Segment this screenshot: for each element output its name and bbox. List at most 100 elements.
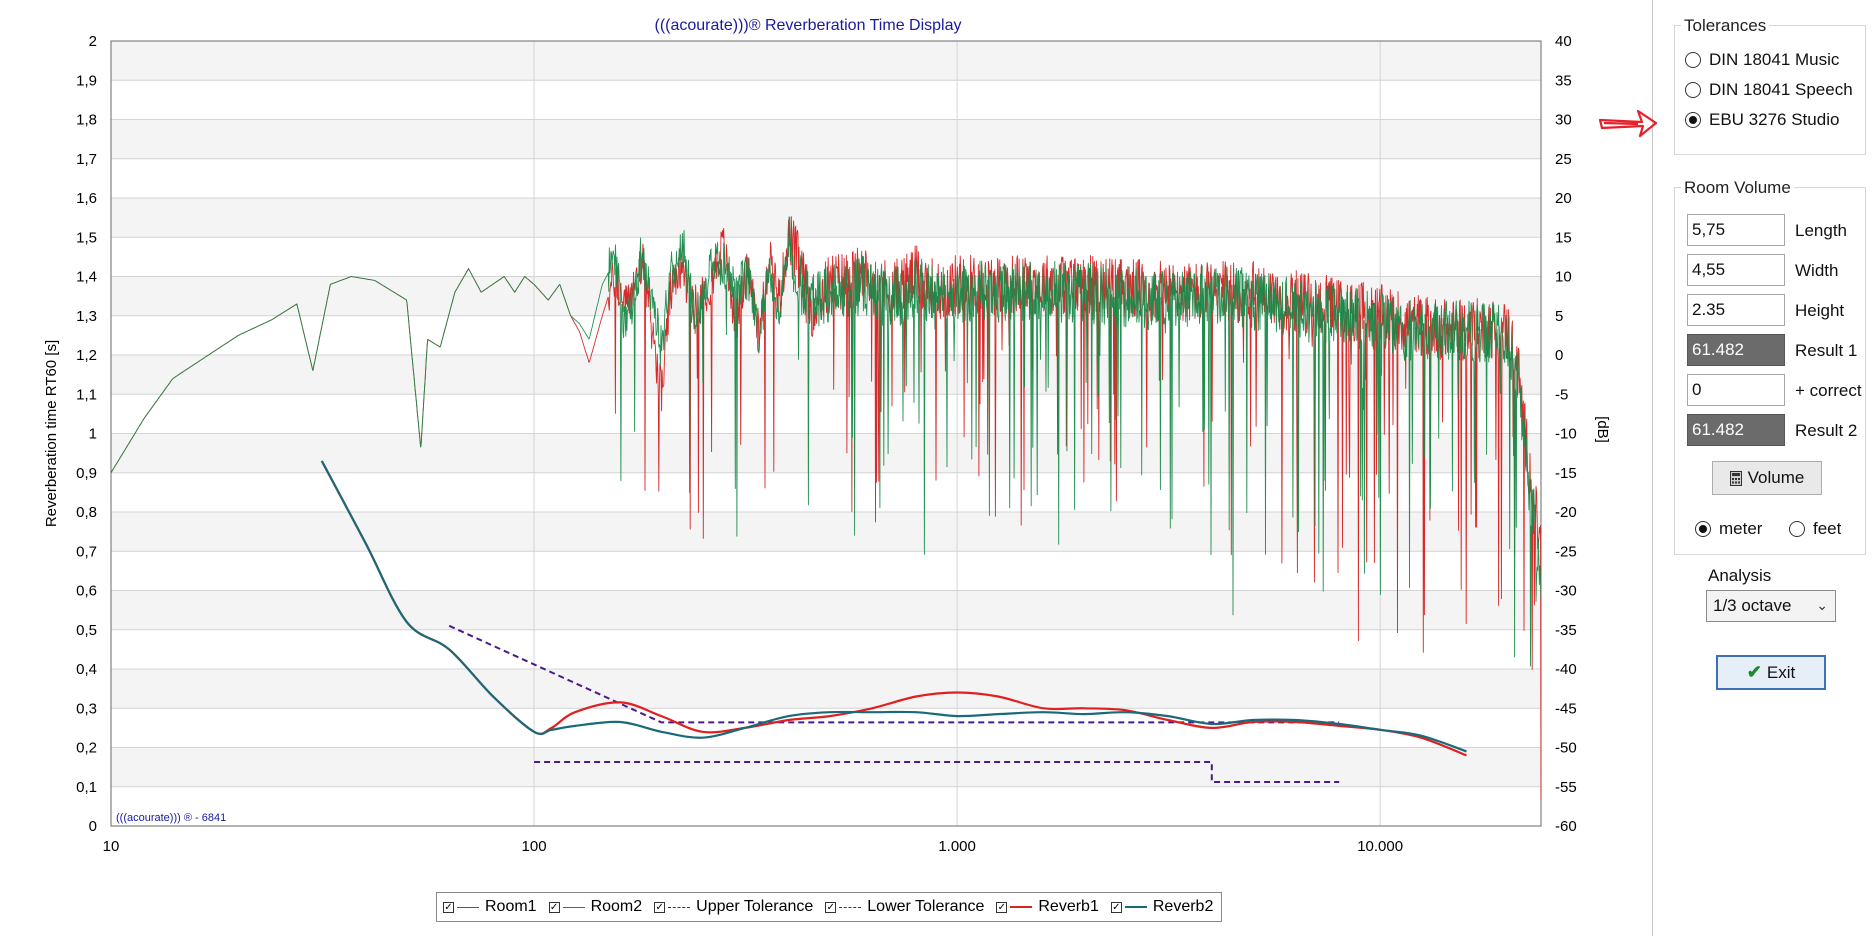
legend-label: Room2 (590, 898, 643, 915)
width-input[interactable] (1687, 254, 1785, 286)
plot-band (111, 590, 1541, 630)
watermark: (((acourate))) ® - 6841 (116, 812, 226, 824)
correction-input[interactable] (1687, 374, 1785, 406)
room-volume-title: Room Volume (1681, 178, 1794, 198)
y-left-tick-label: 0,1 (76, 779, 97, 796)
legend-item[interactable]: ✓ Reverb1 (996, 898, 1099, 916)
tolerance-option-din-music[interactable]: DIN 18041 Music (1685, 50, 1865, 70)
exit-button-label: Exit (1766, 662, 1796, 682)
y-right-tick-label: 25 (1555, 151, 1572, 168)
plot-band (111, 237, 1541, 277)
y-left-tick-label: 0,4 (76, 661, 97, 678)
legend-item[interactable]: ✓ Room1 (443, 898, 537, 916)
y-left-tick-label: 1,4 (76, 269, 97, 286)
y-left-tick-label: 1,7 (76, 151, 97, 168)
legend-item[interactable]: ✓ Lower Tolerance (825, 898, 984, 916)
series-lower-tolerance (534, 761, 1340, 783)
x-tick-label: 10.000 (1357, 838, 1403, 855)
legend-swatch (1010, 906, 1033, 908)
checkmark-icon: ✔ (1746, 662, 1762, 682)
tolerances-group: Tolerances DIN 18041 Music DIN 18041 Spe… (1674, 16, 1866, 155)
plot-band (111, 80, 1541, 120)
y-right-tick-label: -55 (1555, 779, 1577, 796)
radio-icon[interactable] (1685, 52, 1701, 68)
series-room2 (110, 216, 1542, 667)
room-volume-group: Room Volume Length Width Height Result 1… (1674, 178, 1866, 555)
y-left-tick-label: 2 (89, 33, 97, 50)
y-right-tick-label: -20 (1555, 504, 1577, 521)
result-2-label: Result 2 (1795, 421, 1858, 440)
legend-checkbox[interactable]: ✓ (548, 901, 560, 913)
annotation-arrow-icon (1598, 109, 1658, 138)
legend-item[interactable]: ✓ Room2 (548, 898, 643, 916)
y-right-tick-label: 40 (1555, 33, 1572, 50)
chart-title: (((acourate)))® Reverberation Time Displ… (655, 17, 962, 34)
tolerance-option-label: EBU 3276 Studio (1709, 110, 1840, 129)
volume-button[interactable]: Volume (1712, 461, 1822, 495)
y-left-tick-label: 1,8 (76, 112, 97, 129)
plot-band (111, 629, 1541, 669)
tolerance-option-din-speech[interactable]: DIN 18041 Speech (1685, 80, 1865, 100)
calculator-icon (1729, 470, 1742, 486)
y-right-tick-label: -50 (1555, 740, 1577, 757)
radio-selected-icon[interactable] (1685, 112, 1701, 128)
y-right-tick-label: -30 (1555, 583, 1577, 600)
tolerance-option-ebu-studio[interactable]: EBU 3276 Studio (1685, 110, 1865, 130)
plot-band (111, 119, 1541, 159)
plot-band (111, 394, 1541, 434)
y-right-tick-label: 35 (1555, 72, 1572, 89)
correction-label: + correct (1795, 381, 1862, 400)
plot-bands (111, 41, 1541, 826)
chevron-down-icon: ⌄ (1816, 597, 1828, 613)
legend-checkbox[interactable]: ✓ (443, 901, 454, 913)
y-left-tick-label: 0,3 (76, 700, 97, 717)
legend-checkbox[interactable]: ✓ (1110, 901, 1122, 913)
unit-meter-option[interactable]: meter (1695, 519, 1762, 539)
y-left-tick-label: 0,5 (76, 622, 97, 639)
legend-swatch (839, 906, 862, 908)
grid-lines (110, 40, 1541, 827)
y-right-tick-label: -35 (1555, 622, 1577, 639)
y-right-tick-label: 10 (1555, 269, 1572, 286)
radio-selected-icon[interactable] (1695, 521, 1711, 537)
exit-button[interactable]: ✔ Exit (1716, 655, 1826, 690)
legend-swatch (457, 906, 479, 908)
length-input[interactable] (1687, 214, 1785, 246)
y-right-tick-label: -60 (1555, 818, 1577, 835)
y-right-tick-label: 15 (1555, 229, 1572, 246)
legend-checkbox[interactable]: ✓ (654, 901, 666, 913)
y-right-tick-label: -25 (1555, 543, 1577, 560)
legend-checkbox[interactable]: ✓ (996, 901, 1008, 913)
tolerances-title: Tolerances (1681, 16, 1770, 36)
tolerance-option-label: DIN 18041 Speech (1709, 80, 1853, 99)
result-2-field (1687, 414, 1785, 446)
radio-icon[interactable] (1685, 82, 1701, 98)
unit-feet-option[interactable]: feet (1789, 519, 1841, 539)
y-axis-left-label: Reverberation time RT60 [s] (43, 340, 60, 527)
height-input[interactable] (1687, 294, 1785, 326)
left-axis-ticks: 0 0,1 0,2 0,3 0,4 0,5 0,6 0,7 0,8 0,9 1 1,1 1,2 1,3 1,… (76, 33, 97, 835)
legend-item[interactable]: ✓ Upper Tolerance (654, 898, 813, 916)
radio-icon[interactable] (1789, 521, 1805, 537)
y-right-tick-label: -5 (1555, 386, 1568, 403)
legend-swatch (562, 906, 585, 908)
y-left-tick-label: 1,9 (76, 72, 97, 89)
legend-label: Upper Tolerance (696, 898, 814, 915)
legend-checkbox[interactable]: ✓ (825, 901, 837, 913)
y-right-tick-label: 5 (1555, 308, 1563, 325)
y-left-tick-label: 0,9 (76, 465, 97, 482)
y-right-tick-label: 20 (1555, 190, 1572, 207)
legend-label: Reverb1 (1038, 898, 1099, 915)
y-left-tick-label: 1 (89, 426, 97, 443)
right-axis-ticks: 40 35 30 25 20 15 10 5 0 -5 -10 -15 -20 -25 -30 -35 -40 -… (1555, 33, 1577, 835)
analysis-value: 1/3 octave (1713, 596, 1792, 615)
legend-item[interactable]: ✓ Reverb2 (1110, 898, 1213, 916)
analysis-select[interactable]: 1/3 octave ⌄ (1706, 590, 1836, 622)
width-label: Width (1795, 261, 1839, 280)
y-left-tick-label: 1,6 (76, 190, 97, 207)
x-tick-label: 100 (522, 838, 547, 855)
legend-swatch (668, 906, 691, 908)
plot-band (111, 433, 1541, 473)
y-right-tick-label: -10 (1555, 426, 1577, 443)
legend-label: Lower Tolerance (867, 898, 985, 915)
